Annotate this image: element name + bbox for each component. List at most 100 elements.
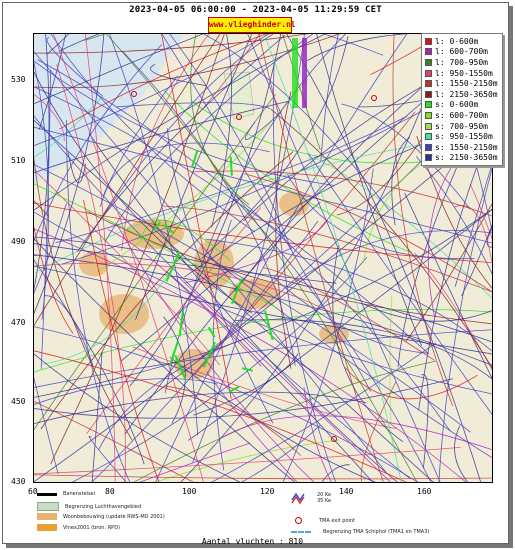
legend-entry: s: 0-600m	[425, 100, 499, 111]
flight-track	[193, 353, 299, 416]
flight-track	[161, 34, 372, 392]
map-canvas	[34, 34, 492, 482]
flight-track	[34, 236, 492, 343]
flight-track	[77, 34, 286, 252]
x-tick: 100	[182, 487, 197, 496]
flight-track	[34, 51, 387, 473]
flight-track	[230, 194, 432, 482]
flight-track	[163, 223, 174, 234]
flight-track-map[interactable]	[33, 33, 493, 483]
flight-track	[155, 34, 408, 482]
urban-swatch	[37, 513, 57, 520]
flight-track	[391, 136, 411, 226]
legend-label: l: 950-1550m	[435, 68, 493, 78]
flight-track	[169, 356, 376, 482]
flight-track	[116, 223, 315, 482]
flight-track	[150, 64, 207, 86]
flight-track	[34, 228, 467, 482]
flight-track	[84, 34, 116, 482]
flight-track	[307, 34, 492, 61]
flight-track	[332, 245, 404, 443]
flight-track	[322, 34, 384, 56]
legend-swatch	[425, 154, 432, 162]
legend-label: Begrenzing TMA Schiphol (TMA1 en TMA3)	[323, 529, 430, 535]
legend-entry: s: 2150-3650m	[425, 153, 499, 164]
flight-track	[34, 203, 67, 294]
flight-track	[34, 200, 50, 217]
flight-track	[34, 474, 492, 480]
legend-entry: s: 600-700m	[425, 110, 499, 121]
flight-track	[87, 210, 492, 325]
flight-track	[168, 341, 179, 367]
legend-swatch	[425, 69, 432, 77]
flight-track	[190, 149, 199, 169]
noise-contour-icon	[291, 492, 305, 504]
flight-track	[34, 262, 331, 313]
runway-swatch	[37, 492, 57, 496]
site-link[interactable]: www.vlieghinder.nl	[208, 17, 296, 33]
flight-track	[307, 152, 492, 415]
flight-track	[105, 34, 418, 482]
flight-track	[211, 34, 232, 228]
legend-label: l: 600-700m	[435, 47, 488, 57]
legend-entry: l: 2150-3650m	[425, 89, 499, 100]
flight-track	[34, 378, 218, 405]
flight-track	[58, 34, 100, 52]
tma-exit-point	[236, 114, 242, 120]
flight-track	[344, 367, 478, 400]
flight-track	[175, 274, 391, 482]
flight-track	[320, 34, 339, 161]
flight-track	[34, 34, 309, 54]
flight-track	[229, 156, 233, 176]
flight-track	[274, 278, 429, 354]
flight-track	[174, 354, 187, 380]
x-tick: 80	[105, 487, 115, 496]
legend-tma-boundary: Begrenzing TMA Schiphol (TMA1 en TMA3)	[291, 529, 429, 535]
legend-label: Banenstelsel	[63, 491, 96, 497]
flight-track	[314, 157, 492, 299]
legend-tma-exit: TMA exit point	[295, 517, 355, 524]
y-tick: 450	[11, 397, 26, 406]
legend-swatch	[425, 48, 432, 56]
flight-track	[243, 173, 492, 293]
legend-entry: s: 700-950m	[425, 121, 499, 132]
flight-track	[194, 111, 416, 375]
flight-track	[234, 319, 492, 380]
flight-track	[34, 86, 430, 355]
flight-track	[34, 44, 163, 242]
flight-track	[34, 376, 59, 474]
flight-track	[34, 265, 492, 355]
legend-label: Woonbebouwing (update RWS-MD 2001)	[63, 513, 165, 520]
flight-track	[59, 34, 268, 130]
flight-track	[205, 238, 492, 352]
flight-track	[124, 201, 321, 435]
flight-track	[228, 385, 240, 393]
flight-track	[415, 156, 492, 275]
flight-track	[303, 387, 332, 482]
flight-track	[34, 225, 74, 334]
flight-track	[109, 34, 199, 436]
flight-track	[275, 91, 292, 369]
chart-frame: 2023-04-05 06:00:00 - 2023-04-05 11:29:5…	[2, 2, 509, 544]
flight-track	[121, 34, 210, 251]
flight-track	[38, 34, 67, 130]
altitude-legend: l: 0-600m l: 600-700m l: 700-950m l: 950-15…	[421, 33, 503, 167]
flight-track	[34, 259, 145, 465]
legend-entry: l: 0-600m	[425, 36, 499, 47]
flight-track	[191, 100, 454, 164]
legend-swatch	[425, 122, 432, 130]
flight-track	[212, 219, 232, 471]
flight-track	[34, 71, 253, 314]
flight-track	[188, 208, 492, 441]
flight-track	[34, 155, 133, 441]
flight-track	[40, 151, 294, 430]
x-tick: 60	[28, 487, 38, 496]
tma-exit-point	[371, 95, 377, 101]
boundary-swatch	[37, 502, 59, 511]
flight-track	[34, 202, 492, 264]
flight-track	[302, 38, 307, 108]
flight-track	[180, 107, 422, 482]
flight-track	[34, 125, 492, 482]
flight-track	[272, 61, 337, 482]
legend-entry: l: 600-700m	[425, 47, 499, 58]
